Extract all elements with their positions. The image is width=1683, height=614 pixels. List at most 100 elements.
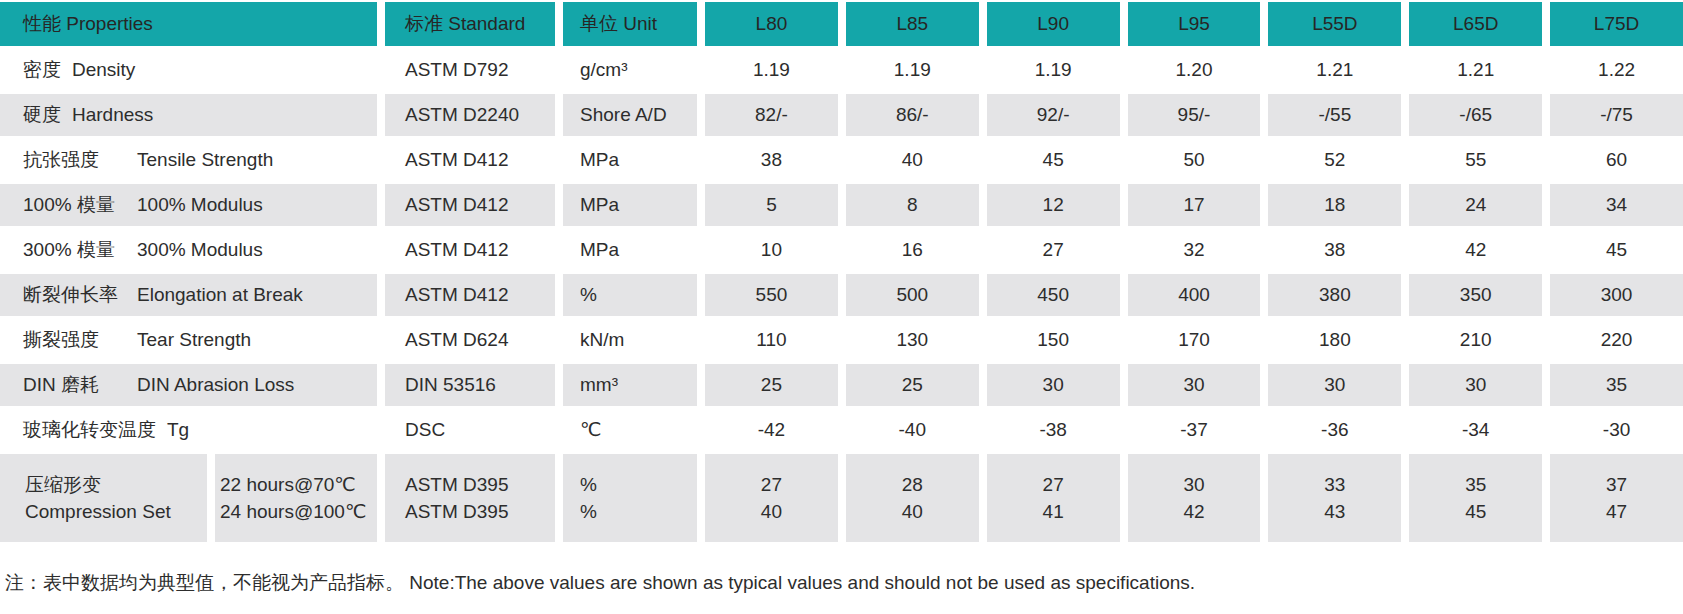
value-cell: -34 <box>1409 409 1542 451</box>
property-label-zh: 300% 模量 <box>23 239 137 261</box>
compression-condition: 22 hours@70℃ <box>220 471 356 498</box>
property-row: 硬度Hardness <box>0 94 377 136</box>
property-label-zh: 撕裂强度 <box>23 329 137 351</box>
standard-cell: DIN 53516 <box>385 364 555 406</box>
standard-cell: ASTM D792 <box>385 49 555 91</box>
property-label-en: 300% Modulus <box>137 239 263 261</box>
property-label-zh: 玻璃化转变温度 <box>23 419 156 441</box>
value-cell: 16 <box>846 229 979 271</box>
value-cell: 2740 <box>705 454 838 542</box>
property-row: 密度 Density <box>0 49 377 91</box>
datasheet: 性能 Properties 标准 Standard 单位 Unit L80L85… <box>0 0 1683 614</box>
value-cell: 18 <box>1268 184 1401 226</box>
property-label-zh: 硬度 <box>23 104 61 126</box>
value-cell: -30 <box>1550 409 1683 451</box>
value-line: 40 <box>761 498 782 525</box>
value-cell: 450 <box>987 274 1120 316</box>
property-row: 100% 模量100% Modulus <box>0 184 377 226</box>
value-cell: 42 <box>1409 229 1542 271</box>
column-header-properties: 性能 Properties <box>0 2 377 46</box>
value-cell: 5 <box>705 184 838 226</box>
value-cell: 30 <box>1268 364 1401 406</box>
value-cell: 38 <box>1268 229 1401 271</box>
value-cell: 130 <box>846 319 979 361</box>
value-cell: 25 <box>705 364 838 406</box>
value-line: 27 <box>761 471 782 498</box>
value-cell: 1.19 <box>705 49 838 91</box>
value-line: 35 <box>1465 471 1486 498</box>
column-header-grade: L95 <box>1128 2 1261 46</box>
value-cell: 45 <box>1550 229 1683 271</box>
column-header-grade: L55D <box>1268 2 1401 46</box>
property-label-en: Density <box>72 59 135 81</box>
value-cell: 45 <box>987 139 1120 181</box>
footnote: 注：表中数据均为典型值，不能视为产品指标。 Note:The above val… <box>0 570 1683 596</box>
unit-cell: MPa <box>563 229 697 271</box>
column-header-standard: 标准 Standard <box>385 2 555 46</box>
property-row: 断裂伸长率Elongation at Break <box>0 274 377 316</box>
value-cell: 30 <box>987 364 1120 406</box>
value-cell: 220 <box>1550 319 1683 361</box>
value-cell: 40 <box>846 139 979 181</box>
standard-line: ASTM D395 <box>405 498 508 525</box>
value-cell: 1.19 <box>846 49 979 91</box>
column-header-grade: L80 <box>705 2 838 46</box>
standard-cell: ASTM D412 <box>385 139 555 181</box>
value-cell: 3042 <box>1128 454 1261 542</box>
value-cell: 3545 <box>1409 454 1542 542</box>
value-cell: 50 <box>1128 139 1261 181</box>
value-cell: 550 <box>705 274 838 316</box>
properties-table: 性能 Properties 标准 Standard 单位 Unit L80L85… <box>0 0 1683 542</box>
value-cell: 2840 <box>846 454 979 542</box>
value-cell: 32 <box>1128 229 1261 271</box>
unit-cell: kN/m <box>563 319 697 361</box>
compression-label-en: Compression Set <box>25 498 171 525</box>
standard-cell: DSC <box>385 409 555 451</box>
unit-cell: MPa <box>563 184 697 226</box>
value-cell: 3343 <box>1268 454 1401 542</box>
unit-cell: % <box>563 274 697 316</box>
standard-cell: ASTM D624 <box>385 319 555 361</box>
value-cell: 10 <box>705 229 838 271</box>
value-cell: 1.21 <box>1409 49 1542 91</box>
value-cell: 52 <box>1268 139 1401 181</box>
unit-line: % <box>580 471 597 498</box>
value-cell: -36 <box>1268 409 1401 451</box>
column-header-grade: L65D <box>1409 2 1542 46</box>
compression-label: 压缩形变Compression Set <box>0 454 207 542</box>
value-cell: 1.22 <box>1550 49 1683 91</box>
value-cell: 8 <box>846 184 979 226</box>
value-line: 45 <box>1465 498 1486 525</box>
property-label-zh: 密度 <box>23 59 61 81</box>
value-cell: 2741 <box>987 454 1120 542</box>
property-label-en: Tensile Strength <box>137 149 273 171</box>
value-cell: 350 <box>1409 274 1542 316</box>
property-row: DIN 磨耗DIN Abrasion Loss <box>0 364 377 406</box>
column-header-unit: 单位 Unit <box>563 2 697 46</box>
unit-cell: %% <box>563 454 697 542</box>
column-header-grade: L90 <box>987 2 1120 46</box>
value-cell: 12 <box>987 184 1120 226</box>
value-cell: 82/- <box>705 94 838 136</box>
value-cell: 3747 <box>1550 454 1683 542</box>
unit-cell: Shore A/D <box>563 94 697 136</box>
value-line: 37 <box>1606 471 1627 498</box>
value-line: 27 <box>1043 471 1064 498</box>
standard-cell: ASTM D412 <box>385 184 555 226</box>
property-label-zh: 抗张强度 <box>23 149 137 171</box>
standard-cell: ASTM D412 <box>385 229 555 271</box>
property-label-en: 100% Modulus <box>137 194 263 216</box>
value-cell: 110 <box>705 319 838 361</box>
value-cell: 17 <box>1128 184 1261 226</box>
value-cell: -42 <box>705 409 838 451</box>
value-cell: 35 <box>1550 364 1683 406</box>
property-label-en: DIN Abrasion Loss <box>137 374 294 396</box>
unit-line: % <box>580 498 597 525</box>
property-label-zh: DIN 磨耗 <box>23 374 137 396</box>
compression-conditions: 22 hours@70℃24 hours@100℃ <box>215 454 377 542</box>
value-cell: 170 <box>1128 319 1261 361</box>
value-cell: -/75 <box>1550 94 1683 136</box>
property-label-zh: 100% 模量 <box>23 194 137 216</box>
property-label-en: Tear Strength <box>137 329 251 351</box>
value-cell: -/55 <box>1268 94 1401 136</box>
